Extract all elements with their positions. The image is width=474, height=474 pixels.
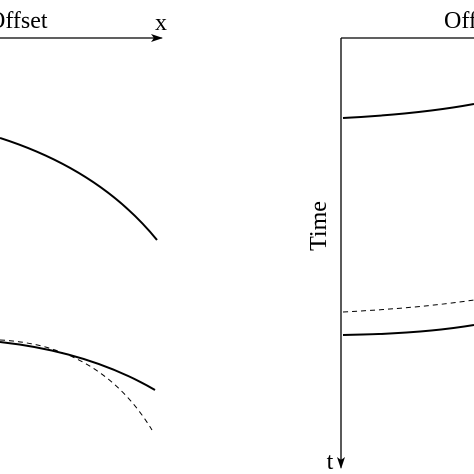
reflection-curve xyxy=(342,103,474,119)
left-panel: Offset x xyxy=(0,8,167,431)
t-symbol: t xyxy=(327,449,334,474)
reflection-curve xyxy=(0,137,158,241)
reflection-curve xyxy=(0,341,156,391)
reflection-curve xyxy=(342,324,474,336)
right-panel: Offset t Time xyxy=(306,8,474,474)
offset-label: Offset xyxy=(444,8,474,34)
moveout-curve xyxy=(342,299,474,313)
time-label: Time xyxy=(306,201,332,251)
offset-label: Offset xyxy=(0,8,48,34)
x-symbol: x xyxy=(155,10,167,36)
moveout-curve xyxy=(0,339,153,431)
